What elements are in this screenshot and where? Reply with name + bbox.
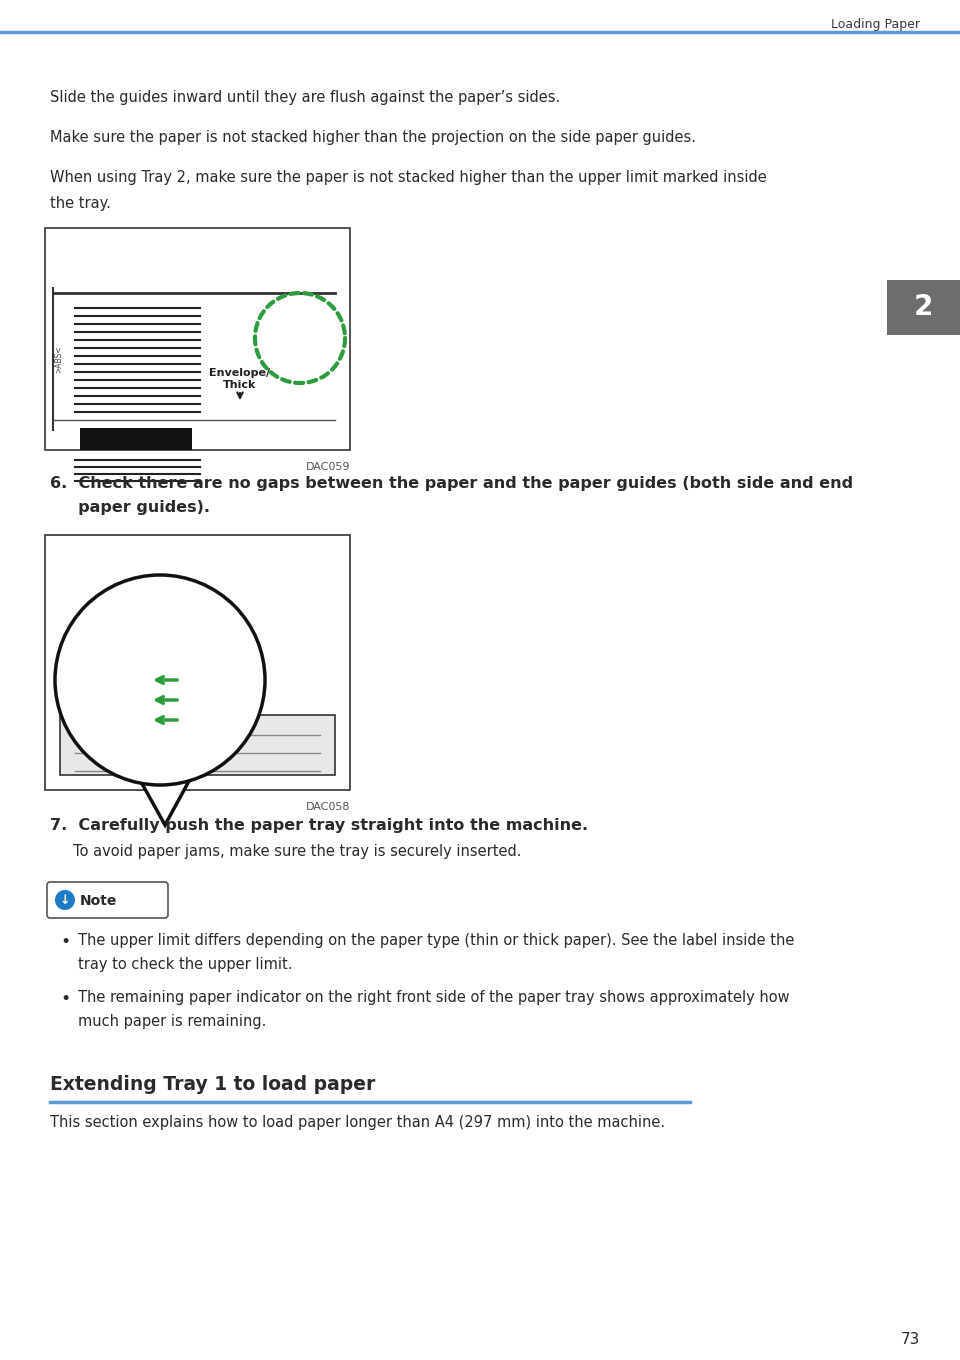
Bar bbox=[45, 534, 350, 790]
Bar bbox=[60, 715, 335, 775]
Text: paper guides).: paper guides). bbox=[50, 500, 210, 515]
Text: The upper limit differs depending on the paper type (thin or thick paper). See t: The upper limit differs depending on the… bbox=[78, 933, 794, 948]
Text: Make sure the paper is not stacked higher than the projection on the side paper : Make sure the paper is not stacked highe… bbox=[50, 131, 696, 146]
Text: When using Tray 2, make sure the paper is not stacked higher than the upper limi: When using Tray 2, make sure the paper i… bbox=[50, 170, 767, 185]
FancyBboxPatch shape bbox=[47, 883, 168, 918]
Text: Loading Paper: Loading Paper bbox=[831, 18, 920, 31]
Text: >ABS<: >ABS< bbox=[55, 345, 63, 373]
Text: ↓: ↓ bbox=[60, 894, 70, 907]
Text: DAC059: DAC059 bbox=[305, 462, 350, 472]
Text: Envelope/
Thick: Envelope/ Thick bbox=[209, 369, 271, 389]
Polygon shape bbox=[140, 770, 195, 826]
Text: Slide the guides inward until they are flush against the paper’s sides.: Slide the guides inward until they are f… bbox=[50, 90, 561, 105]
Text: Extending Tray 1 to load paper: Extending Tray 1 to load paper bbox=[50, 1074, 375, 1093]
Text: This section explains how to load paper longer than A4 (297 mm) into the machine: This section explains how to load paper … bbox=[50, 1115, 665, 1130]
Text: 7.  Carefully push the paper tray straight into the machine.: 7. Carefully push the paper tray straigh… bbox=[50, 817, 588, 832]
Text: To avoid paper jams, make sure the tray is securely inserted.: To avoid paper jams, make sure the tray … bbox=[50, 845, 521, 860]
Text: Note: Note bbox=[80, 894, 117, 908]
Circle shape bbox=[55, 889, 75, 910]
Text: •: • bbox=[60, 933, 70, 951]
FancyBboxPatch shape bbox=[887, 280, 960, 335]
Text: •: • bbox=[60, 990, 70, 1008]
Bar bbox=[80, 428, 192, 450]
Text: tray to check the upper limit.: tray to check the upper limit. bbox=[78, 957, 293, 972]
Text: much paper is remaining.: much paper is remaining. bbox=[78, 1015, 266, 1030]
Text: 6.  Check there are no gaps between the paper and the paper guides (both side an: 6. Check there are no gaps between the p… bbox=[50, 476, 853, 491]
Text: 2: 2 bbox=[913, 292, 933, 321]
Text: 73: 73 bbox=[900, 1331, 920, 1346]
Text: The remaining paper indicator on the right front side of the paper tray shows ap: The remaining paper indicator on the rig… bbox=[78, 990, 790, 1005]
Text: DAC058: DAC058 bbox=[305, 802, 350, 812]
Text: the tray.: the tray. bbox=[50, 196, 110, 211]
Circle shape bbox=[55, 575, 265, 785]
Bar bbox=[45, 228, 350, 450]
